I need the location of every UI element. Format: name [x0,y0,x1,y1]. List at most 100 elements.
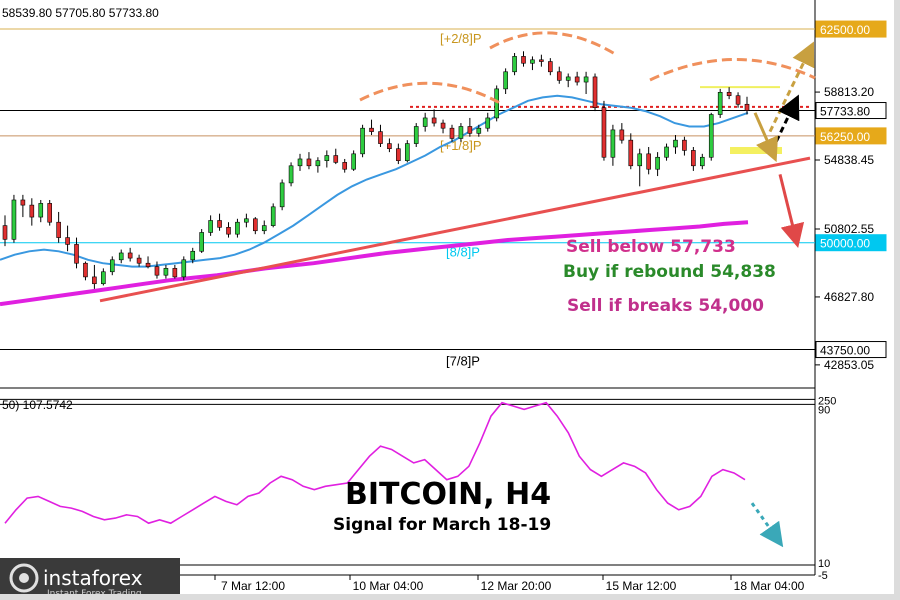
price-axis-label: 58813.20 [824,85,874,99]
candle-body [226,227,231,235]
candle [324,150,330,168]
candle-body [378,131,383,144]
candle [181,256,187,281]
candle-body [512,56,517,73]
candle-body [601,107,607,158]
signal-buy-rebound: Buy if rebound 54,838 [563,262,776,282]
price-badge: 57733.80 [815,102,887,120]
candle [270,203,276,228]
price-badge-label: 57733.80 [820,105,870,119]
svg-text:Instant Forex Trading: Instant Forex Trading [47,589,142,599]
candle [127,247,133,262]
candle [422,112,428,132]
candle [47,199,52,226]
candle [11,194,17,243]
indicator-tick-label: 90 [818,404,830,416]
price-badge-label: 43750.00 [820,344,870,358]
x-tick-label: 10 Mar 04:00 [353,579,424,593]
candle [92,264,97,289]
candle [333,148,339,165]
price-badge-box [815,234,887,252]
candle-body [208,220,213,233]
price-badge-box [815,341,887,359]
candle-body [565,76,571,81]
candle [244,213,249,228]
candle-body [708,114,714,158]
candle-body [351,153,356,170]
candle-body [145,262,151,267]
candle [20,194,26,218]
candle-body [664,146,669,158]
signal-sell-below: Sell below 57,733 [566,237,736,257]
candle-body [109,259,115,273]
candle-body [20,199,26,206]
candle [512,52,517,76]
candle [476,124,482,137]
candle-body [101,271,106,285]
candle-body [154,266,160,276]
candle [619,123,625,144]
head-shoulder-right-arc [649,58,816,82]
candle [136,254,142,267]
candle [253,217,258,235]
candle [217,213,222,231]
candle-body [190,250,196,261]
price-badge: 50000.00 [815,234,887,252]
indicator-tick-label: 250 [818,395,836,407]
candle-body [29,204,35,218]
price-axis-label: 50802.55 [824,222,874,236]
candle [664,143,669,161]
price-badge-box [815,127,887,145]
projection-arrow-down-gold [753,112,778,163]
candle-body [700,156,705,167]
candle [592,73,598,112]
candle-body [548,61,553,73]
murrey-label-3: [7/8]P [446,354,480,369]
candle [145,256,151,269]
candle-body [494,88,499,119]
candle-body [449,127,455,139]
candle [655,152,660,177]
candle-body [682,139,687,151]
candle [673,135,678,154]
candle-body [413,126,419,144]
candle-body [199,232,204,252]
support-trendline [99,156,811,303]
candle [74,237,79,269]
candle [539,54,544,67]
indicator-tick-label: 10 [818,558,830,570]
candle [279,179,285,211]
candle-body [646,153,651,170]
candle-body [628,139,634,167]
candle-body [610,129,616,158]
candle [38,199,44,223]
candle-body [92,276,97,285]
head-shoulder-top-arc [489,31,616,56]
price-badge-label: 62500.00 [820,23,870,37]
candle [288,162,294,187]
candle-body [458,126,464,139]
candle [235,218,240,238]
candle [574,71,580,86]
candle-body [556,71,562,81]
candle-body [360,127,365,155]
candle-body [539,59,544,62]
candle [494,85,499,122]
candle [2,215,8,247]
signal-sell-breaks: Sell if breaks 54,000 [567,296,764,316]
candle-body [440,122,446,129]
candle-body [2,225,8,240]
candle [396,143,401,165]
candle-body [47,203,52,223]
candle-body [583,76,589,83]
candle-body [217,220,222,228]
candle-body [244,218,249,223]
projection-arrow-down-red [778,173,805,249]
candle [387,138,392,153]
candle [700,153,705,170]
candle [369,119,374,136]
candle-body [530,59,535,64]
x-tick-label: 18 Mar 04:00 [734,579,805,593]
candle-body [396,148,401,161]
candle-body [655,156,660,170]
